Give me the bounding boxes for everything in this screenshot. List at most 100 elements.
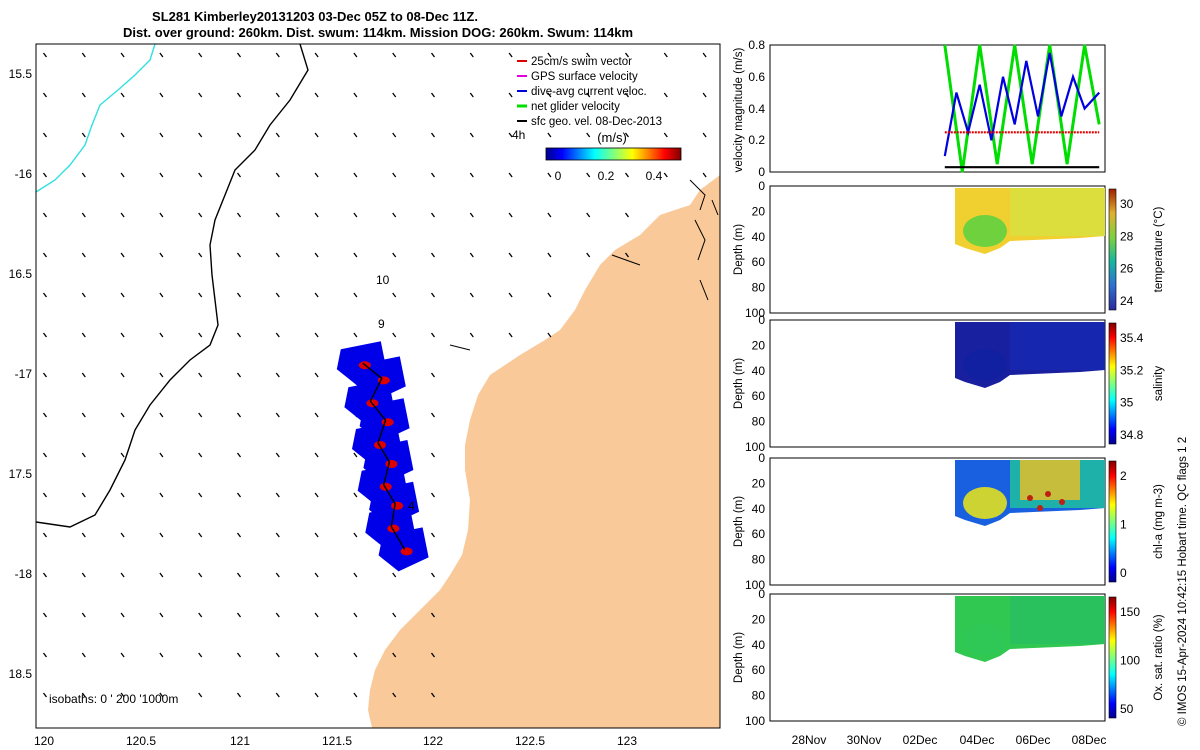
colorbar-ramp — [545, 147, 682, 161]
vector-arrow — [353, 212, 358, 218]
map-xtick: 120 — [34, 734, 54, 748]
vector-arrow — [159, 212, 164, 218]
vector-arrow — [469, 52, 474, 58]
vector-arrow — [236, 492, 242, 498]
colorbar-tick: 0 — [555, 169, 562, 183]
vector-arrow — [392, 132, 397, 138]
vector-arrow — [275, 132, 280, 138]
swim-vector-mark — [391, 501, 404, 510]
vector-arrow — [314, 452, 319, 458]
vector-arrow — [353, 492, 358, 498]
vector-arrow — [198, 52, 203, 58]
vector-arrow — [353, 132, 358, 138]
vector-arrow — [430, 412, 436, 418]
time-xtick: 02Dec — [903, 733, 938, 747]
vector-arrow — [42, 612, 48, 618]
vector-arrow — [430, 252, 436, 258]
vector-arrow — [236, 252, 242, 258]
depth-ytick: 100 — [745, 578, 765, 592]
vector-arrow — [42, 452, 48, 458]
vector-arrow — [314, 332, 319, 338]
depth-ytick: 20 — [752, 204, 766, 218]
vector-arrow — [42, 212, 48, 218]
vector-arrow — [236, 652, 242, 658]
vector-arrow — [430, 132, 436, 138]
vector-arrow — [392, 172, 397, 178]
vector-arrow — [353, 252, 358, 258]
vector-arrow — [392, 572, 397, 578]
vector-arrow — [120, 452, 125, 458]
map-frame — [35, 43, 721, 729]
depth-ytick: 80 — [752, 553, 766, 567]
vector-arrow — [586, 212, 591, 218]
vector-arrow — [81, 292, 86, 298]
vector-arrow — [547, 52, 552, 58]
vector-arrow — [236, 612, 242, 618]
vector-arrow — [508, 332, 513, 338]
salinity-clabel: salinity — [1153, 366, 1165, 401]
vel-ytick: 0 — [758, 165, 765, 179]
vector-arrow — [430, 652, 436, 658]
map-ytick: 16.5 — [9, 267, 33, 281]
vector-arrow — [624, 252, 630, 258]
depth-ytick: 20 — [752, 612, 766, 626]
vector-arrow — [120, 412, 125, 418]
vector-arrow — [353, 292, 358, 298]
vector-arrow — [314, 612, 319, 618]
oxygen-ctick: 50 — [1120, 702, 1134, 716]
vector-arrow — [275, 372, 280, 378]
vector-arrow — [624, 212, 630, 218]
chla-colorbar — [1108, 460, 1117, 583]
chla-clabel: chl-a (mg m-3) — [1153, 484, 1165, 559]
vector-arrow — [198, 132, 203, 138]
vector-arrow — [81, 612, 86, 618]
vector-arrow — [81, 172, 86, 178]
vector-arrow — [430, 532, 436, 538]
time-xtick: 06Dec — [1016, 733, 1051, 747]
temperature-section-deep — [963, 215, 1007, 247]
vector-arrow — [275, 52, 280, 58]
map-panel: 4h 10 9 4 isobaths: 0 ' 200 '1000m 120 1… — [9, 43, 721, 748]
vector-arrow — [430, 372, 436, 378]
swim-vector-mark — [400, 547, 413, 556]
vector-arrow — [121, 733, 124, 737]
vector-arrow — [275, 292, 280, 298]
vector-arrow — [392, 252, 397, 258]
vector-arrow — [81, 372, 86, 378]
vector-arrow — [702, 132, 707, 138]
vector-arrow — [586, 52, 591, 58]
track-label-4: 4 — [408, 499, 415, 513]
vector-arrow — [314, 412, 319, 418]
vector-arrow — [393, 733, 396, 737]
vector-arrow — [198, 412, 203, 418]
vector-arrow — [547, 172, 552, 178]
time-xtick: 28Nov — [792, 733, 827, 747]
vector-arrow — [198, 92, 203, 98]
vector-arrow — [81, 572, 86, 578]
vector-arrow — [82, 733, 85, 737]
vector-arrow — [236, 92, 242, 98]
vector-arrow — [469, 132, 474, 138]
vector-arrow — [276, 733, 279, 737]
vector-arrow — [159, 532, 164, 538]
vector-arrow — [508, 92, 513, 98]
vector-arrow — [314, 692, 319, 698]
depth-ytick: 0 — [758, 451, 765, 465]
vector-arrow — [314, 292, 319, 298]
glider-track — [336, 341, 429, 572]
depth-ytick: 20 — [752, 476, 766, 490]
vector-arrow — [120, 52, 125, 58]
legend-dive-avg: dive-avg current veloc. — [531, 86, 647, 98]
vector-arrow — [702, 172, 707, 178]
vector-arrow — [314, 372, 319, 378]
temperature-ctick: 28 — [1120, 229, 1134, 243]
depth-ytick: 20 — [752, 338, 766, 352]
vector-arrow — [469, 252, 474, 258]
vector-arrow — [42, 652, 48, 658]
map-xtick: 121 — [230, 734, 250, 748]
vector-arrow — [81, 492, 86, 498]
vector-arrow — [236, 692, 242, 698]
vector-arrow — [624, 52, 630, 58]
vector-arrow — [353, 532, 358, 538]
temperature-section-east — [1010, 188, 1105, 236]
